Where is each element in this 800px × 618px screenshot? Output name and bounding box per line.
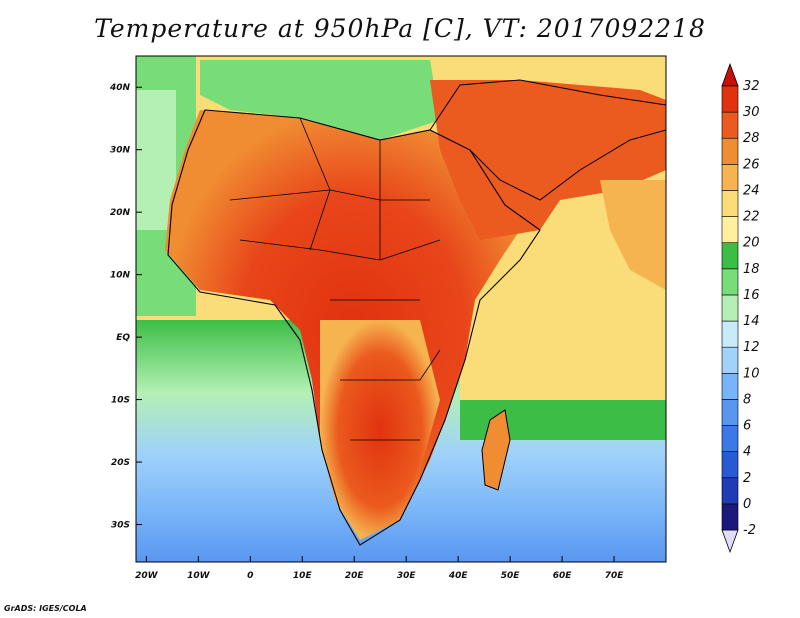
plot-title: Temperature at 950hPa [C], VT: 201709221… — [94, 14, 706, 43]
colorbar-level-label: 14 — [743, 314, 760, 329]
southern-africa-field — [320, 320, 440, 540]
madagascar-field — [482, 410, 510, 490]
lon-tick-label: 10E — [293, 571, 313, 581]
colorbar-level-label: 2 — [743, 471, 751, 486]
asia-coastline — [429, 79, 666, 201]
middle-east-field — [430, 80, 666, 240]
atlantic-cool-field — [136, 90, 176, 230]
lon-tick-label: 60E — [553, 571, 573, 581]
lat-tick-label: 40N — [109, 83, 131, 93]
colorbar-swatch — [721, 137, 739, 165]
colorbar-swatch — [721, 320, 739, 348]
lon-tick-label: 20W — [135, 571, 159, 581]
colorbar-swatch — [721, 268, 739, 296]
lon-tick-label: 70E — [605, 571, 625, 581]
colorbar-swatch — [721, 451, 739, 479]
colorbar-level-label: 0 — [743, 497, 751, 512]
colorbar-swatch — [721, 346, 739, 374]
mediterranean-field — [200, 60, 440, 140]
colorbar-swatch — [721, 216, 739, 244]
lon-tick-label: 30E — [397, 571, 417, 581]
colorbar-level-label: 16 — [743, 288, 760, 303]
lat-tick-label: 10N — [110, 271, 131, 281]
colorbar-high-arrow — [721, 62, 739, 87]
colorbar-level-label: 12 — [743, 340, 760, 355]
colorbar-level-label: 4 — [743, 445, 751, 460]
colorbar-swatch — [721, 85, 739, 113]
colorbar-level-label: 28 — [743, 131, 760, 146]
colorbar-level-label: 8 — [743, 392, 751, 407]
colorbar-swatch — [721, 503, 739, 531]
colorbar-swatch — [721, 190, 739, 217]
lat-tick-label: 10S — [111, 396, 130, 406]
colorbar-swatch — [721, 477, 739, 505]
map-area — [136, 56, 666, 562]
colorbar-swatch — [721, 111, 739, 139]
colorbar-swatch — [721, 164, 739, 191]
colorbar-swatch — [721, 372, 739, 400]
colorbar-level-label: 10 — [743, 366, 760, 381]
colorbar-level-label: -2 — [743, 523, 756, 538]
lon-tick-label: 20E — [345, 571, 365, 581]
lat-tick-label: 20N — [110, 208, 131, 218]
lon-axis: 20W 10W 0 10E 20E 30E 40E 50E 60E 70E — [135, 556, 624, 581]
india-field — [600, 180, 666, 290]
lon-tick-label: 0 — [247, 571, 253, 581]
colorbar-level-label: 22 — [743, 210, 760, 225]
lat-tick-label: 30N — [110, 146, 131, 156]
colorbar-swatch — [721, 242, 739, 270]
lat-tick-label: 20S — [111, 458, 130, 468]
madagascar-coastline — [481, 409, 511, 491]
credit-text: GrADS: IGES/COLA — [4, 604, 87, 613]
colorbar-swatch — [721, 294, 739, 322]
colorbar-level-label: 24 — [743, 183, 760, 198]
colorbar-swatch — [721, 425, 739, 452]
lon-tick-label: 10W — [187, 571, 211, 581]
lon-tick-label: 40E — [448, 571, 469, 581]
colorbar-level-label: 18 — [743, 262, 760, 277]
colorbar-level-label: 32 — [743, 79, 760, 94]
colorbar-level-label: 6 — [743, 419, 751, 434]
lon-tick-label: 50E — [501, 571, 521, 581]
lat-tick-label: EQ — [116, 333, 130, 343]
colorbar-swatch — [721, 399, 739, 426]
map-frame — [135, 55, 667, 563]
colorbar-level-label: 26 — [743, 157, 760, 172]
lat-tick-label: 30S — [111, 521, 130, 531]
colorbar-level-label: 30 — [743, 105, 760, 120]
lat-axis: 40N 30N 20N 10N EQ 10S 20S 30S — [109, 83, 142, 531]
country-borders — [229, 117, 441, 441]
colorbar-low-arrow — [721, 529, 739, 554]
colorbar-level-label: 20 — [743, 236, 760, 251]
